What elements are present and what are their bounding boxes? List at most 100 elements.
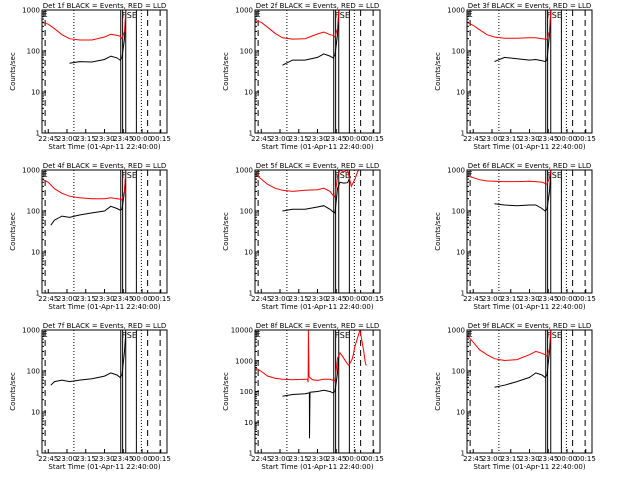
series-events-line	[494, 331, 552, 388]
marker-label-se: SE	[552, 331, 562, 340]
marker-label-e: E	[468, 330, 473, 339]
y-tick-label: 1000	[235, 357, 253, 365]
series-group	[42, 170, 127, 226]
marker-label-e: E	[256, 10, 261, 19]
y-tick-label: 1	[36, 130, 40, 138]
axes-frame	[254, 169, 381, 294]
panel-title: Det 4f BLACK = Events, RED = LLD	[43, 162, 166, 170]
series-lld-line	[467, 170, 552, 185]
y-tick-label: 1	[36, 450, 40, 458]
x-tick-label: 23:30	[307, 455, 327, 463]
axes-frame	[254, 9, 381, 134]
y-tick-label: 1	[461, 450, 465, 458]
x-tick-label: 23:30	[94, 455, 114, 463]
marker-label-se: SE	[340, 11, 350, 20]
marker-label-e: E	[43, 170, 48, 179]
x-tick-label: 23:30	[519, 455, 539, 463]
x-tick-label: 23:45	[538, 135, 558, 143]
x-tick-label: 23:15	[76, 455, 96, 463]
x-tick-label: 22:45	[251, 455, 271, 463]
marker-label-f: F	[335, 11, 340, 20]
x-tick-label: 00:00	[132, 295, 152, 303]
series-lld-line	[255, 10, 340, 40]
y-tick-label: 1	[461, 290, 465, 298]
axes-frame	[466, 329, 593, 454]
y-tick-label: 10	[244, 419, 253, 427]
y-tick-label: 1000	[235, 167, 253, 175]
series-events-line	[69, 13, 127, 64]
x-tick-label: 23:30	[307, 295, 327, 303]
y-axis-label: Counts/sec	[222, 372, 230, 411]
y-axis-label: Counts/sec	[9, 212, 17, 251]
marker-lines	[257, 170, 374, 293]
x-axis-label: Start Time (01-Apr-11 22:40:00)	[261, 463, 373, 471]
x-tick-label: 23:15	[289, 295, 309, 303]
y-axis-label: Counts/sec	[9, 52, 17, 91]
y-tick-label: 10	[31, 249, 40, 257]
y-tick-label: 100	[452, 208, 465, 216]
x-tick-label: 23:45	[538, 455, 558, 463]
series-lld-line	[42, 10, 127, 41]
y-tick-label: 1	[36, 290, 40, 298]
marker-lines	[469, 170, 586, 293]
axes-frame	[466, 169, 593, 294]
y-tick-label: 1	[461, 130, 465, 138]
series-lld-line	[467, 330, 552, 362]
series-events-line	[494, 171, 552, 212]
x-axis-label: Start Time (01-Apr-11 22:40:00)	[261, 143, 373, 151]
y-tick-label: 1000	[447, 7, 465, 15]
marker-lines	[257, 10, 374, 133]
axes-frame	[41, 329, 168, 454]
series-lld-line	[467, 10, 552, 41]
panel-title: Det 6f BLACK = Events, RED = LLD	[468, 162, 591, 170]
x-tick-label: 23:00	[57, 135, 77, 143]
series-group	[467, 10, 552, 63]
marker-lines	[469, 10, 586, 133]
series-group	[50, 331, 127, 386]
marker-label-se: SE	[127, 331, 137, 340]
axes-frame	[41, 9, 168, 134]
x-tick-label: 00:15	[151, 295, 171, 303]
x-tick-label: 22:45	[38, 295, 58, 303]
x-tick-label: 00:15	[364, 455, 384, 463]
y-axis-label: Counts/sec	[222, 212, 230, 251]
x-tick-label: 23:00	[482, 295, 502, 303]
marker-label-e: E	[43, 330, 48, 339]
marker-label-f: F	[547, 11, 552, 20]
x-tick-label: 23:00	[482, 455, 502, 463]
y-tick-label: 100	[240, 208, 253, 216]
x-tick-label: 23:30	[519, 135, 539, 143]
x-tick-label: 00:00	[345, 295, 365, 303]
y-tick-label: 1	[249, 130, 253, 138]
y-tick-label: 100	[27, 48, 40, 56]
x-axis-label: Start Time (01-Apr-11 22:40:00)	[48, 463, 160, 471]
y-tick-label: 10	[31, 89, 40, 97]
y-tick-label: 100	[27, 368, 40, 376]
marker-label-e: E	[256, 170, 261, 179]
panel-title: Det 9f BLACK = Events, RED = LLD	[468, 322, 591, 330]
y-tick-label: 10	[31, 409, 40, 417]
y-tick-label: 10	[244, 249, 253, 257]
x-tick-label: 00:15	[576, 135, 596, 143]
x-tick-label: 00:15	[576, 455, 596, 463]
series-group	[255, 10, 340, 66]
x-tick-label: 00:15	[576, 295, 596, 303]
x-tick-label: 22:45	[251, 295, 271, 303]
y-tick-label: 1000	[22, 327, 40, 335]
series-lld-line	[42, 170, 127, 201]
y-tick-label: 10	[456, 89, 465, 97]
x-tick-label: 23:15	[501, 135, 521, 143]
y-tick-label: 10	[244, 89, 253, 97]
y-axis-label: Counts/sec	[434, 52, 442, 91]
x-axis-label: Start Time (01-Apr-11 22:40:00)	[473, 143, 585, 151]
x-tick-label: 23:30	[94, 135, 114, 143]
x-tick-label: 00:15	[151, 135, 171, 143]
marker-label-f: F	[122, 331, 127, 340]
marker-label-e: E	[256, 330, 261, 339]
x-tick-label: 23:45	[326, 135, 346, 143]
x-tick-label: 23:15	[76, 295, 96, 303]
